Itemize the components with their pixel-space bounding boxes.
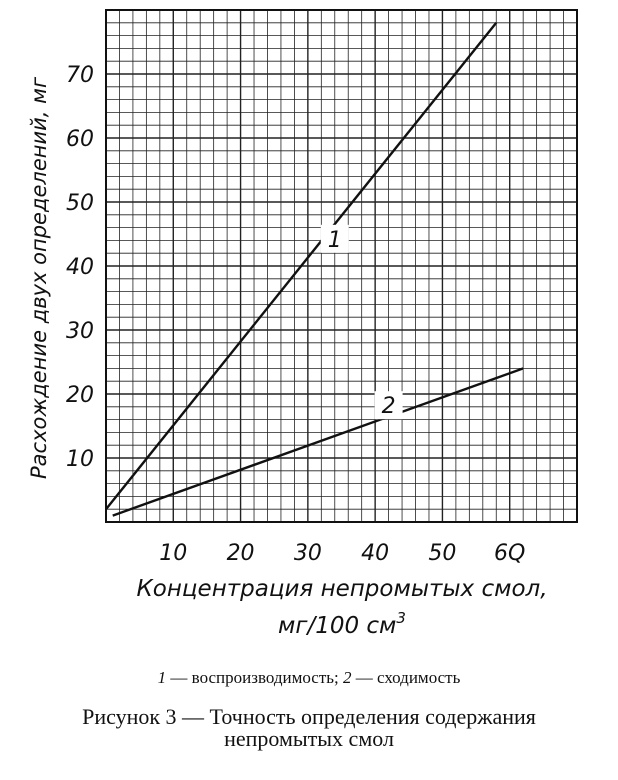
x-axis-unit: мг/100 см3 [278, 609, 406, 639]
series-line-2 [112, 367, 524, 517]
x-tick-label: 20 [227, 541, 255, 566]
legend-num-1: 1 [157, 668, 167, 687]
y-tick-label: 60 [66, 127, 94, 152]
chart: 1 2 10 20 30 40 50 60 70 10 20 30 40 50 6Q Расхождение… [27, 9, 578, 639]
y-tick-label: 10 [66, 447, 94, 472]
series-line-1 [105, 22, 498, 510]
series-label-bg-1 [320, 224, 349, 253]
y-tick-label: 50 [66, 191, 94, 216]
x-axis-label: Концентрация непромытых смол, [136, 576, 547, 602]
series-label-1: 1 [328, 228, 342, 253]
legend-text-1: — воспроизводимость; [166, 668, 343, 687]
y-tick-label: 40 [66, 255, 94, 280]
series-label-2: 2 [382, 394, 396, 419]
chart-svg: 1 2 10 20 30 40 50 60 70 10 20 30 40 50 6Q Расхождение… [27, 9, 578, 639]
legend: 1 — воспроизводимость; 2 — сходимость [0, 668, 618, 688]
x-axis-unit-sup: 3 [396, 609, 406, 627]
plot-frame [105, 9, 578, 523]
tick-labels: 1 2 10 20 30 40 50 60 70 10 20 30 40 50 6Q [66, 63, 525, 566]
y-axis-label: Расхождение двух определений, мг [27, 76, 51, 479]
y-tick-label: 30 [66, 319, 94, 344]
grid [105, 9, 578, 523]
caption-line-2: непромытых смол [224, 726, 394, 751]
x-axis-unit-text: мг/100 см [278, 613, 396, 639]
x-tick-label: 6Q [494, 541, 525, 566]
legend-num-2: 2 [343, 668, 352, 687]
x-tick-label: 10 [159, 541, 187, 566]
y-tick-label: 70 [66, 63, 94, 88]
caption-line-1: Рисунок 3 — Точность определения содержа… [82, 704, 536, 729]
y-tick-label: 20 [66, 383, 94, 408]
x-tick-label: 40 [361, 541, 389, 566]
legend-text-2: — сходимость [351, 668, 461, 687]
x-tick-label: 30 [294, 541, 322, 566]
series-lines [105, 22, 524, 517]
x-tick-label: 50 [428, 541, 456, 566]
series-label-bg-2 [374, 391, 403, 420]
figure-caption: Рисунок 3 — Точность определения содержа… [0, 706, 618, 750]
